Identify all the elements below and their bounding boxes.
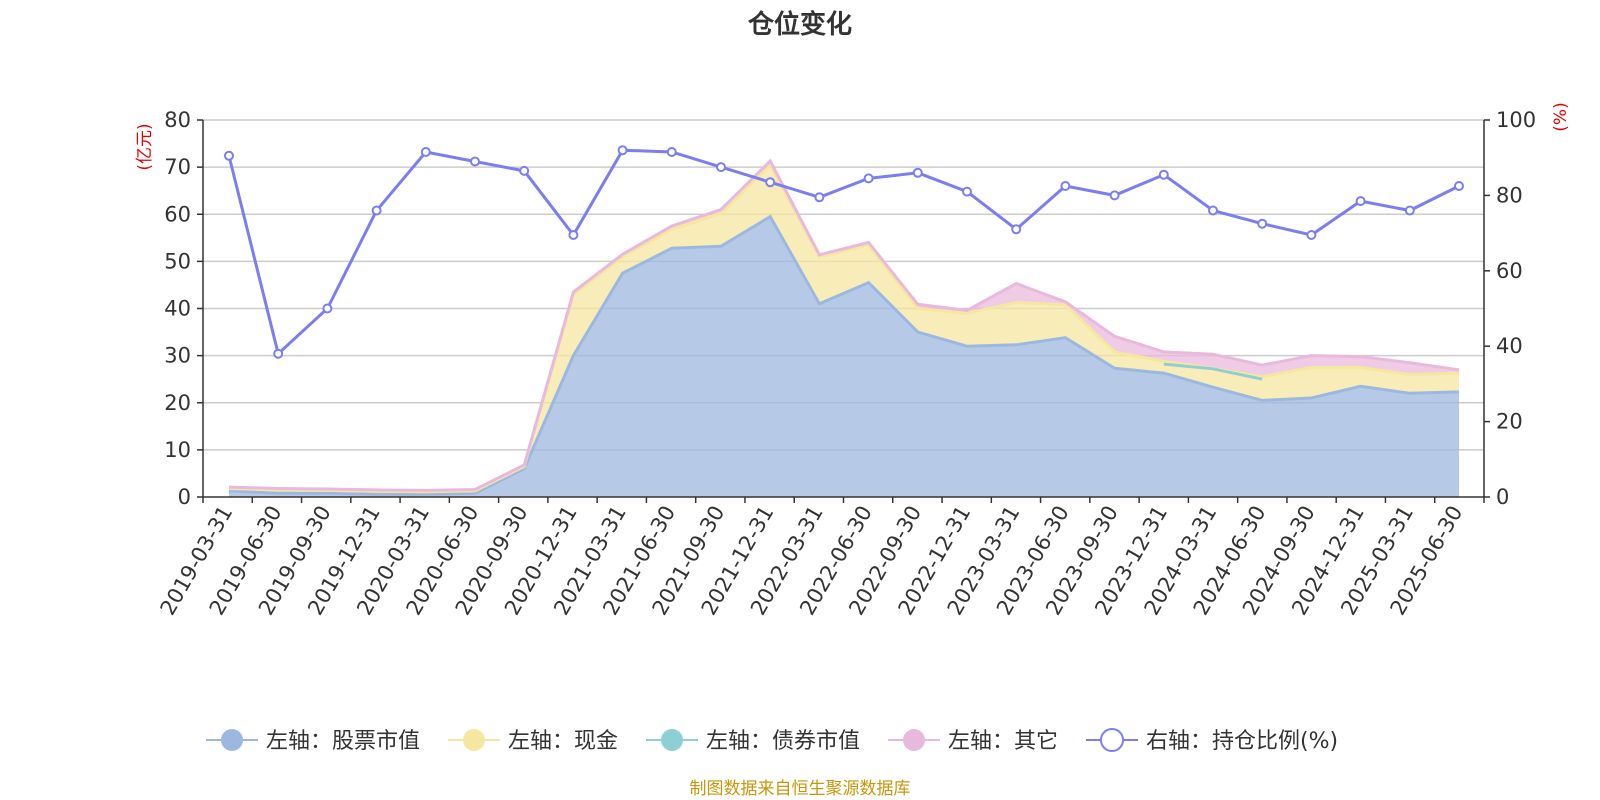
left-tick-label: 30: [164, 344, 191, 368]
ratio-point: [519, 165, 530, 176]
ratio-point: [1109, 190, 1120, 201]
left-axis-ticks: 0 10 20 30 40 50 60 70 80: [164, 108, 203, 509]
legend-marker: [221, 729, 243, 751]
right-tick-label: 0: [1496, 485, 1509, 509]
series-lines: [227, 148, 1460, 496]
legend-marker: [661, 729, 683, 751]
legend-item: 左轴：其它: [888, 729, 1058, 754]
right-tick-label: 100: [1496, 108, 1536, 132]
ratio-point: [224, 150, 234, 161]
left-tick-label: 40: [164, 297, 191, 321]
ratio-points: [224, 145, 1464, 359]
right-axis-unit: (%): [1551, 102, 1571, 131]
source-note: 制图数据来自恒生聚源数据库: [690, 779, 911, 799]
legend-label: 左轴：其它: [948, 729, 1058, 754]
legend-marker: [463, 729, 485, 751]
ratio-point: [322, 303, 333, 314]
area-line-左轴：其它: [228, 158, 1460, 492]
ratio-point: [1306, 230, 1317, 240]
left-tick-label: 0: [178, 485, 191, 509]
x-axis-ticks: 2019-03-312019-06-302019-09-302019-12-31…: [156, 497, 1485, 619]
legend-label: 左轴：债券市值: [706, 729, 860, 754]
ratio-point: [568, 230, 579, 240]
legend-marker: [903, 729, 925, 751]
left-axis-unit: (亿元): [135, 123, 155, 170]
ratio-point: [420, 147, 431, 157]
stacked-areas: [229, 161, 1459, 497]
legend-label: 右轴：持仓比例(%): [1146, 729, 1338, 754]
ratio-point: [912, 167, 923, 178]
right-axis-ticks: 0 20 40 60 80 100: [1484, 108, 1536, 509]
ratio-point: [1011, 224, 1022, 235]
line-左轴：债券市值: [1163, 362, 1263, 381]
legend-label: 左轴：现金: [508, 729, 618, 754]
area-line-左轴：股票市值: [228, 214, 1460, 496]
ratio-point: [716, 162, 726, 173]
area-左轴：股票市值: [229, 216, 1459, 497]
ratio-point: [1208, 205, 1218, 216]
legend-item: 左轴：债券市值: [646, 729, 860, 754]
legend-item: 右轴：持仓比例(%): [1086, 728, 1338, 754]
ratio-point: [470, 156, 480, 167]
right-tick-label: 40: [1496, 334, 1523, 358]
left-tick-label: 60: [164, 202, 191, 226]
left-tick-label: 20: [164, 391, 191, 415]
ratio-point: [1158, 169, 1169, 180]
ratio-point: [1355, 196, 1366, 207]
legend-item: 左轴：股票市值: [206, 729, 420, 754]
ratio-point: [814, 192, 825, 203]
left-tick-label: 70: [164, 155, 191, 179]
ratio-point: [1060, 181, 1071, 191]
right-tick-label: 80: [1496, 183, 1523, 207]
ratio-line: [227, 148, 1460, 357]
legend: 左轴：股票市值 左轴：现金 左轴：债券市值 左轴：其它 右轴：持仓比例(%): [206, 728, 1338, 754]
ratio-point: [617, 145, 628, 156]
chart-title: 仓位变化: [747, 9, 852, 40]
right-tick-label: 20: [1496, 410, 1523, 434]
ratio-point: [765, 177, 776, 188]
ratio-point: [863, 173, 874, 184]
ratio-point: [371, 205, 382, 216]
ratio-point: [1257, 218, 1268, 229]
legend-label: 左轴：股票市值: [266, 729, 420, 754]
left-tick-label: 80: [164, 108, 191, 132]
ratio-point: [1454, 181, 1464, 191]
ratio-point: [1404, 205, 1415, 216]
left-tick-label: 50: [164, 249, 191, 273]
ratio-point: [273, 348, 284, 359]
right-tick-label: 60: [1496, 259, 1523, 283]
legend-item: 左轴：现金: [448, 729, 618, 754]
ratio-point: [666, 147, 677, 157]
ratio-point: [962, 186, 972, 197]
legend-marker: [1100, 728, 1124, 752]
left-tick-label: 10: [164, 438, 191, 462]
